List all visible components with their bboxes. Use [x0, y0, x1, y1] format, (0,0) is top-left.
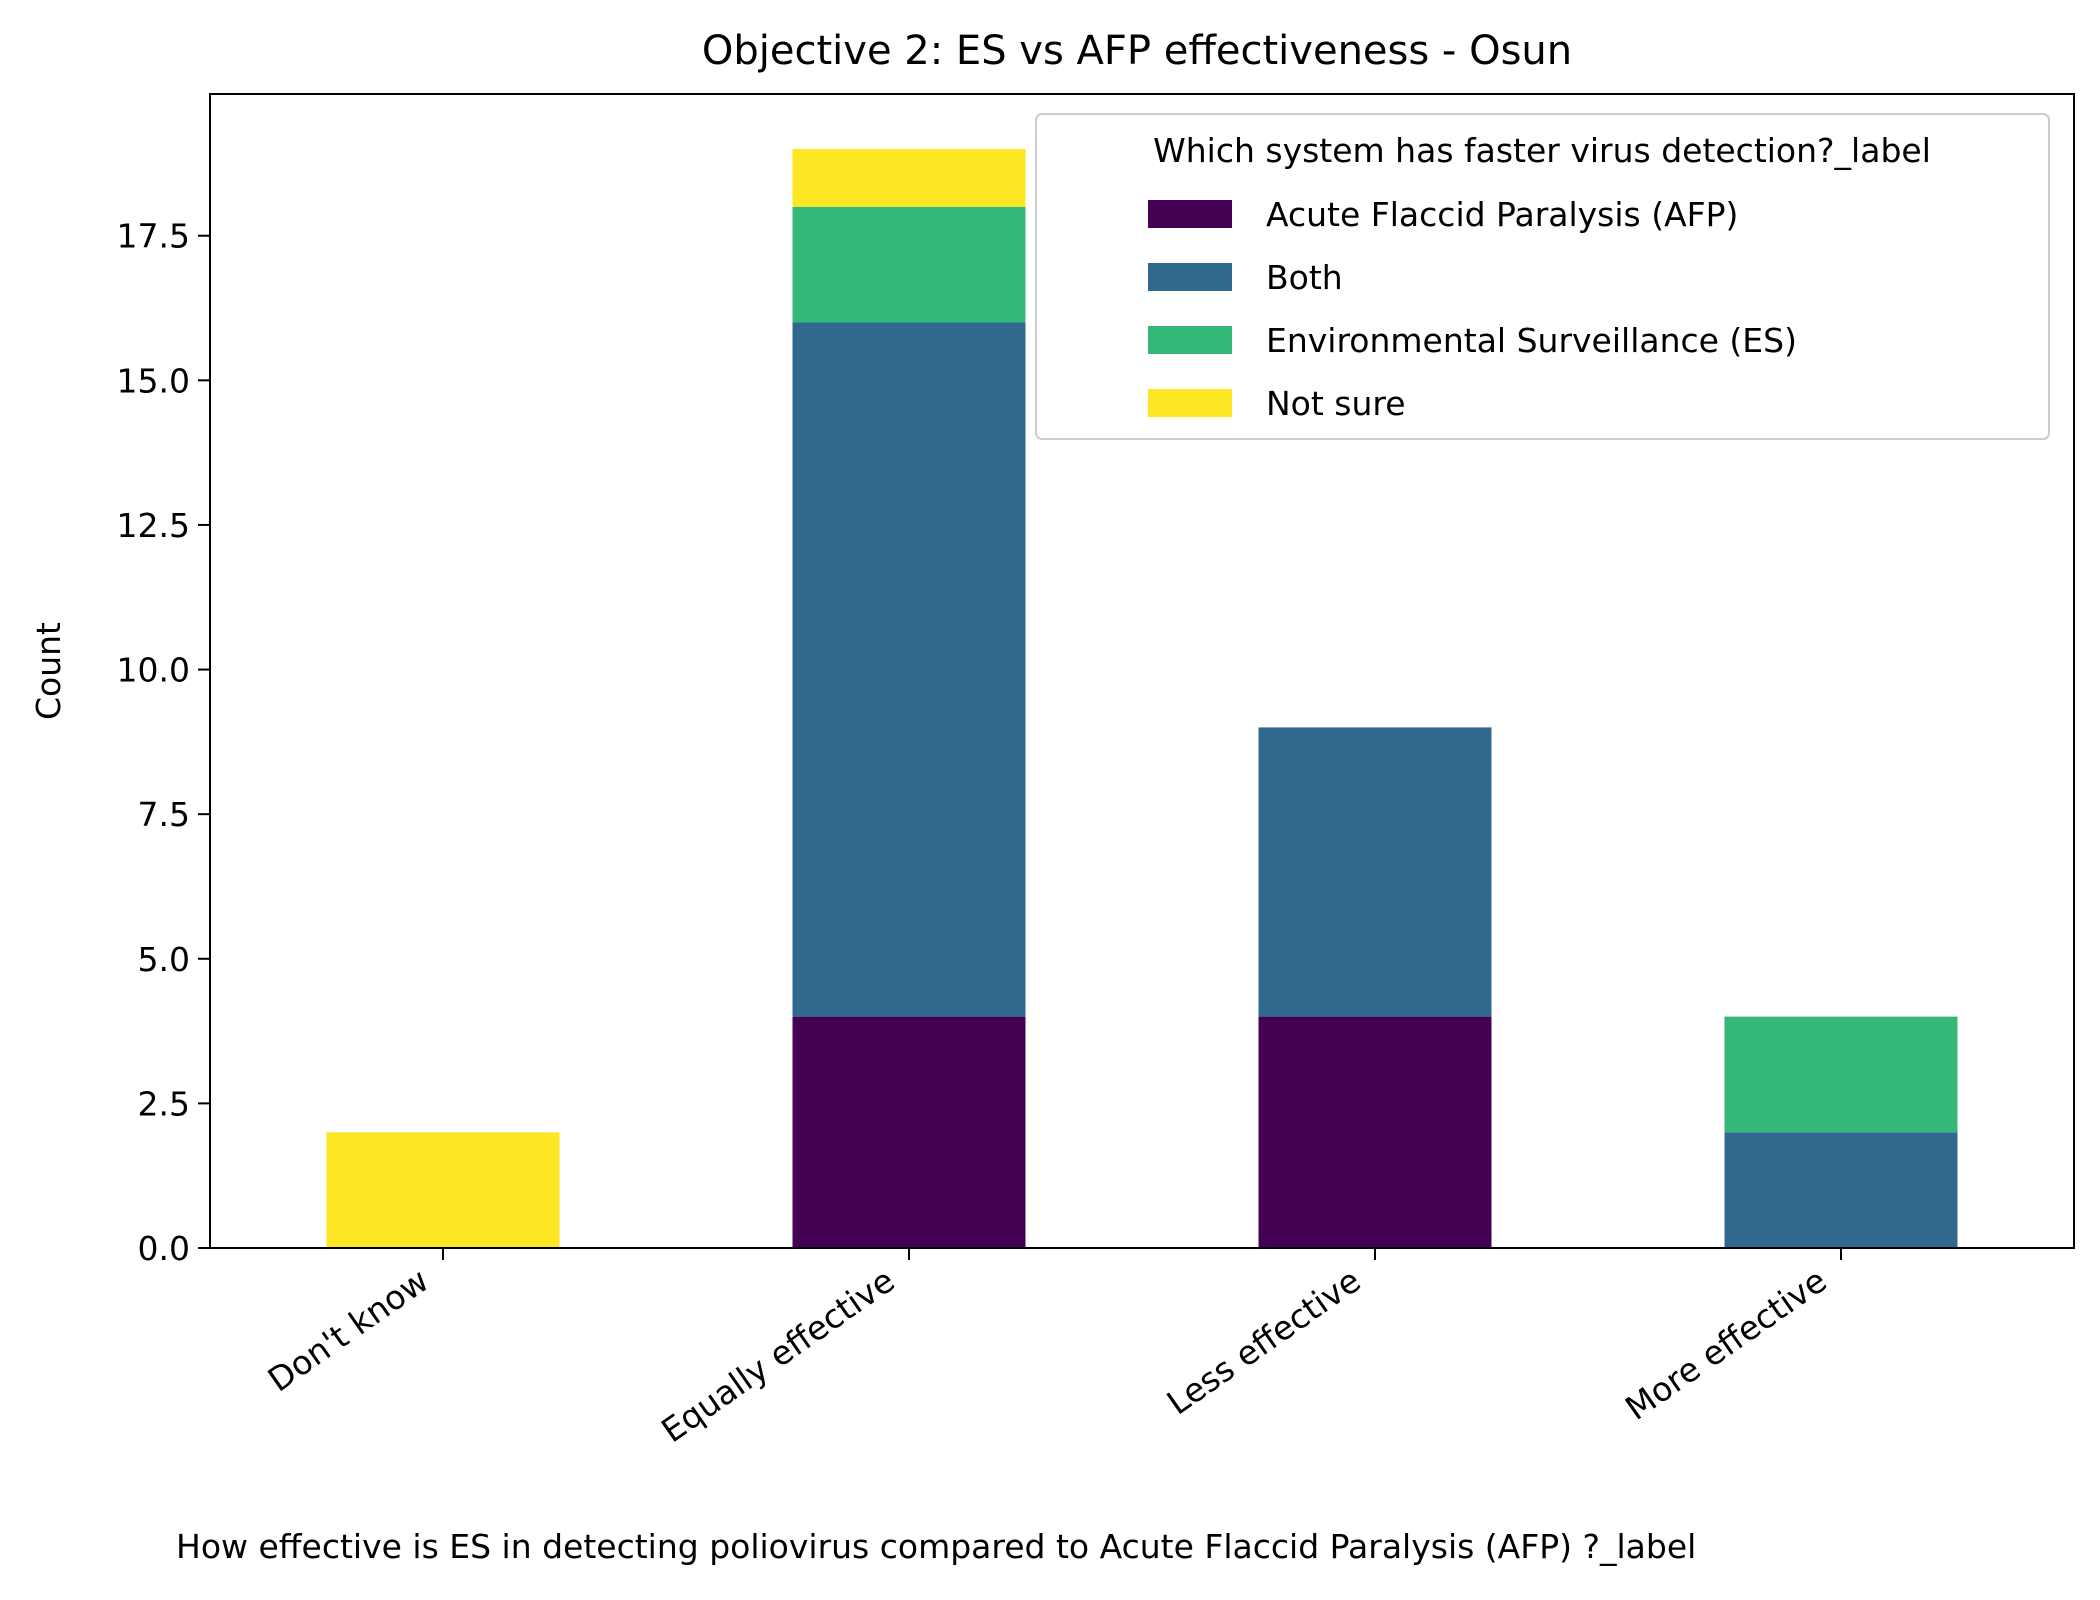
legend-frame: [1035, 113, 2050, 440]
bar-segment-4-2: [1724, 1132, 1958, 1248]
x-axis-label: How effective is ES in detecting poliovi…: [176, 1527, 1696, 1566]
bar-segment-1-4: [326, 1132, 560, 1248]
x-tick-label: Equally effective: [654, 1261, 901, 1451]
legend: Which system has faster virus detection?…: [1035, 113, 2050, 440]
legend-swatch: [1148, 389, 1232, 417]
x-axis: Don't know Equally effective Less effectiv…: [261, 1248, 1842, 1451]
legend-entry-label: Both: [1266, 258, 1343, 297]
legend-entry-label: Environmental Surveillance (ES): [1266, 321, 1797, 360]
bar-segment-2-1: [792, 1016, 1026, 1248]
y-tick-label: 5.0: [138, 940, 190, 979]
y-tick-label: 10.0: [117, 651, 190, 690]
y-axis: 0.0 2.5 5.0 7.5 10.0 12.5 15.0 17.5: [117, 217, 210, 1268]
bar-segment-3-2: [1258, 727, 1492, 1017]
y-tick-label: 2.5: [138, 1084, 190, 1123]
legend-swatch: [1148, 200, 1232, 228]
y-tick-label: 17.5: [117, 217, 190, 256]
y-axis-label: Count: [29, 622, 68, 720]
legend-swatch: [1148, 326, 1232, 354]
bar-segment-2-3: [792, 206, 1026, 323]
bar-segment-3-1: [1258, 1016, 1492, 1248]
legend-swatch: [1148, 263, 1232, 291]
y-tick-label: 12.5: [117, 506, 190, 545]
bar-segment-2-2: [792, 322, 1026, 1017]
x-tick-label: Less effective: [1160, 1261, 1368, 1423]
bar-segment-2-4: [792, 148, 1026, 207]
legend-items: Acute Flaccid Paralysis (AFP) Both Environ…: [1148, 195, 1797, 423]
x-tick-label: More effective: [1618, 1261, 1833, 1428]
chart-title: Objective 2: ES vs AFP effectiveness - O…: [702, 28, 1572, 74]
legend-entry-label: Acute Flaccid Paralysis (AFP): [1266, 195, 1738, 234]
x-tick-label: Don't know: [261, 1261, 436, 1400]
plot-frame: [209, 93, 2075, 1249]
bars-layer: [326, 148, 1958, 1248]
y-tick-label: 7.5: [138, 795, 190, 834]
bar-segment-4-3: [1724, 1016, 1958, 1133]
y-tick-label: 15.0: [117, 361, 190, 400]
legend-entry-label: Not sure: [1266, 384, 1406, 423]
y-tick-label: 0.0: [138, 1229, 190, 1268]
legend-title: Which system has faster virus detection?…: [1153, 131, 1931, 170]
